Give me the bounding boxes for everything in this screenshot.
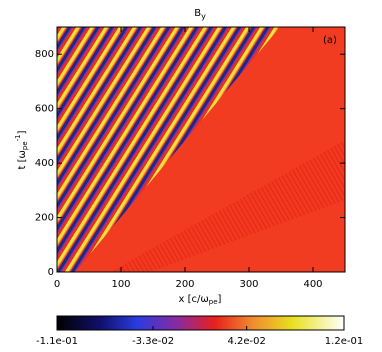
y-tick-label: 0 bbox=[48, 267, 54, 278]
colorbar-tick-label: -3.3e-02 bbox=[132, 336, 174, 347]
y-tick-label: 200 bbox=[35, 213, 54, 224]
x-tick-label: 100 bbox=[111, 279, 130, 290]
y-tick-label: 600 bbox=[35, 104, 54, 115]
colorbar-tick-label: -1.1e-01 bbox=[36, 336, 78, 347]
colorbar bbox=[56, 315, 345, 331]
x-tick-label: 0 bbox=[54, 279, 60, 290]
panel-label: (a) bbox=[323, 35, 337, 46]
chart-title: By bbox=[194, 8, 206, 21]
colorbar-tick-label: 4.2e-02 bbox=[227, 336, 265, 347]
y-tick-label: 400 bbox=[35, 158, 54, 169]
heatmap bbox=[57, 27, 345, 272]
plot-frame bbox=[56, 26, 346, 273]
x-axis-label: x [c/ωpe] bbox=[179, 294, 222, 306]
x-tick-label: 400 bbox=[303, 279, 322, 290]
x-tick-label: 200 bbox=[175, 279, 194, 290]
colorbar-tick-label: 1.2e-01 bbox=[325, 336, 363, 347]
y-tick-label: 800 bbox=[35, 49, 54, 60]
y-axis-label: t [ωpe-1] bbox=[14, 130, 29, 169]
x-tick-label: 300 bbox=[239, 279, 258, 290]
